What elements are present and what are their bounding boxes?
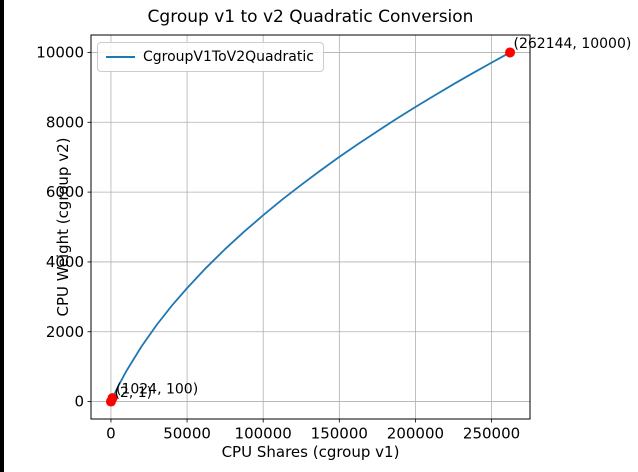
y-tick-label: 6000 xyxy=(46,183,84,201)
data-point-marker xyxy=(107,393,118,404)
data-point-marker xyxy=(505,47,516,58)
chart-title: Cgroup v1 to v2 Quadratic Conversion xyxy=(147,7,474,27)
y-tick-label: 4000 xyxy=(46,253,84,271)
x-tick-label: 250000 xyxy=(463,425,520,443)
x-tick-label: 200000 xyxy=(387,425,444,443)
legend-label: CgroupV1ToV2Quadratic xyxy=(143,49,314,65)
y-tick-label: 2000 xyxy=(46,323,84,341)
point-annotation: (262144, 10000) xyxy=(514,36,632,52)
legend-line-sample xyxy=(106,56,135,58)
conversion-curve xyxy=(110,51,511,403)
point-annotation: (1024, 100) xyxy=(116,382,198,398)
x-axis-label: CPU Shares (cgroup v1) xyxy=(221,443,400,461)
x-tick-label: 50000 xyxy=(163,425,211,443)
point-annotation: (2, 1) xyxy=(114,385,152,401)
y-axis-label: CPU Weight (cgroup v2) xyxy=(54,137,72,317)
legend-box: CgroupV1ToV2Quadratic xyxy=(97,42,324,72)
plot-border xyxy=(90,34,531,420)
x-tick-label: 100000 xyxy=(235,425,292,443)
y-tick-label: 10000 xyxy=(36,43,84,61)
y-tick-label: 8000 xyxy=(46,113,84,131)
window-left-edge xyxy=(0,0,4,472)
x-tick-label: 150000 xyxy=(311,425,368,443)
x-tick-label: 0 xyxy=(106,425,116,443)
y-tick-label: 0 xyxy=(74,393,84,411)
